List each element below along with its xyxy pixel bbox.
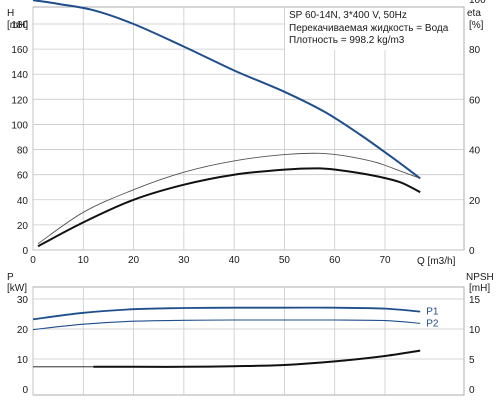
x-tick-label: 10 [78, 255, 90, 266]
h-tick-label: 0 [22, 246, 28, 257]
eta-tick-label: 0 [469, 246, 475, 257]
p-tick-label: 10 [17, 355, 29, 366]
y-label-eta: eta [467, 8, 481, 19]
x-tick-label: 60 [329, 255, 341, 266]
series-label-p1: P1 [426, 307, 439, 318]
x-tick-label: 70 [379, 255, 391, 266]
x-tick-label: 40 [229, 255, 241, 266]
series-label-p2: P2 [426, 318, 439, 329]
y-label-p: P [7, 272, 14, 283]
x-tick-label: 50 [279, 255, 291, 266]
eta-tick-label: 20 [469, 196, 481, 207]
y-label-h-unit: [mH] [7, 20, 28, 31]
npsh-curve-3 [93, 349, 421, 368]
h-tick-label: 120 [11, 95, 28, 106]
eta-tick-label: 80 [469, 45, 481, 56]
p2-curve-1 [32, 319, 421, 331]
density-label: Плотность = 998.2 kg/m3 [289, 35, 405, 46]
x-tick-label: 0 [30, 255, 36, 266]
bottom-panel-frame [32, 286, 465, 396]
y-label-npsh: NPSH [466, 272, 494, 283]
npsh-tick-label: 5 [469, 355, 475, 366]
p1-curve-0 [32, 306, 421, 321]
grid [32, 7, 464, 395]
npsh-tick-label: 10 [469, 325, 481, 336]
eta-tick-label: 60 [469, 95, 481, 106]
p-tick-label: 0 [22, 385, 28, 396]
h-tick-label: 160 [11, 45, 28, 56]
p-tick-label: 30 [17, 295, 29, 306]
info-box [285, 8, 463, 50]
eta-tick-label: 100 [469, 0, 486, 6]
chart-title: SP 60-14N, 3*400 V, 50Hz [289, 10, 407, 21]
h-curve-0 [32, 0, 421, 180]
h-tick-label: 140 [11, 70, 28, 81]
h-tick-label: 20 [17, 221, 29, 232]
p-tick-label: 20 [17, 325, 29, 336]
h-tick-label: 40 [17, 196, 29, 207]
y-label-h: H [7, 8, 14, 19]
h-tick-label: 80 [17, 146, 29, 157]
liquid-label: Перекачиваемая жидкость = Вода [289, 23, 449, 34]
h-tick-label: 100 [11, 120, 28, 131]
npsh-tick-label: 15 [469, 295, 481, 306]
h-tick-label: 60 [17, 171, 29, 182]
tick-labels: 0 10 20 30 40 50 60 700204060801001201401601800… [11, 0, 486, 396]
y-label-npsh-unit: [mH] [469, 283, 490, 294]
eta-tick-label: 40 [469, 146, 481, 157]
efficiency-curve-1 [37, 152, 421, 245]
efficiency-curve-2 [37, 167, 421, 248]
x-tick-label: 30 [178, 255, 190, 266]
y-label-eta-unit: [%] [469, 20, 484, 31]
h-tick-label: 180 [11, 20, 28, 31]
x-axis-label: Q [m3/h] [417, 256, 456, 267]
npsh-tick-label: 0 [469, 385, 475, 396]
x-tick-label: 20 [128, 255, 140, 266]
y-label-p-unit: [kW] [7, 283, 27, 294]
